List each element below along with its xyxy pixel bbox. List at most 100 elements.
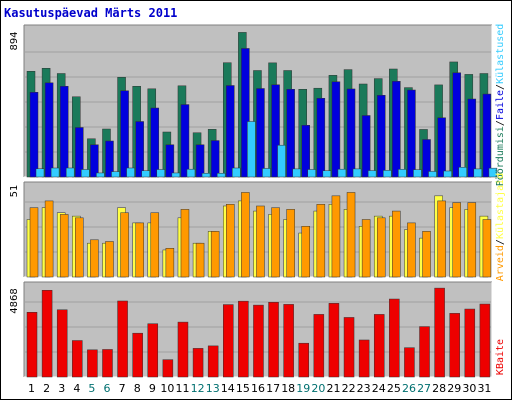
day-label: 10 xyxy=(160,382,174,395)
bar xyxy=(256,88,265,178)
bar xyxy=(120,212,129,278)
bar xyxy=(195,144,205,178)
day-label: 31 xyxy=(477,382,491,395)
day-label: 3 xyxy=(58,382,65,395)
bar xyxy=(286,209,295,278)
day-label: 9 xyxy=(149,382,156,395)
bar xyxy=(223,304,234,378)
bar xyxy=(346,88,356,178)
bar xyxy=(301,125,310,178)
bar xyxy=(271,207,280,278)
day-label: 27 xyxy=(417,382,431,395)
bar xyxy=(464,308,476,378)
bar xyxy=(298,342,309,378)
bar xyxy=(373,314,385,378)
day-label: 23 xyxy=(357,382,371,395)
bar xyxy=(482,93,492,178)
bar xyxy=(449,313,460,378)
bar xyxy=(247,121,256,178)
day-label: 16 xyxy=(251,382,265,395)
day-label: 19 xyxy=(296,382,310,395)
panel-bottom: 4868 KBaite xyxy=(9,281,506,378)
day-label: 21 xyxy=(326,382,340,395)
bar xyxy=(44,200,54,278)
legend-entry: Külastajaid xyxy=(495,173,506,239)
bar xyxy=(437,200,446,278)
legend-entry: / xyxy=(495,239,506,245)
bar xyxy=(277,144,286,178)
bar xyxy=(316,204,326,278)
series-bottom-0 xyxy=(26,287,491,378)
bar xyxy=(75,217,84,278)
bar xyxy=(313,314,325,378)
bar xyxy=(382,170,392,178)
bar xyxy=(482,219,492,278)
bar xyxy=(452,72,461,178)
bar xyxy=(50,167,60,178)
bar xyxy=(467,98,477,178)
bar xyxy=(59,86,69,178)
legend-top: Pöördumisi/Faile/Külastused xyxy=(495,24,506,187)
bar xyxy=(286,89,295,178)
day-label: 14 xyxy=(221,382,235,395)
panel-middle: 51 Arveid/Külastajaid xyxy=(9,173,506,281)
bar xyxy=(105,241,114,278)
bar xyxy=(226,204,235,278)
bar xyxy=(358,339,370,378)
series-middle-1 xyxy=(29,192,492,278)
axis-max-label-top: 894 xyxy=(9,31,20,50)
bar xyxy=(331,195,341,278)
bar xyxy=(232,167,241,178)
day-label: 22 xyxy=(342,382,356,395)
bar xyxy=(177,321,189,378)
bar xyxy=(437,117,446,178)
legend-entry: KBaite xyxy=(495,339,506,375)
bar xyxy=(90,239,99,278)
bar xyxy=(367,170,377,178)
day-label: 5 xyxy=(88,382,95,395)
bar xyxy=(171,172,181,178)
day-label: 13 xyxy=(206,382,220,395)
axis-max-label-middle: 51 xyxy=(9,185,20,198)
bar xyxy=(35,168,45,178)
day-label: 25 xyxy=(387,382,401,395)
legend-entry: / xyxy=(495,84,506,90)
bar xyxy=(422,139,431,178)
bar xyxy=(75,127,84,178)
bar xyxy=(150,212,160,278)
bar xyxy=(407,222,416,278)
legend-entry: Faile xyxy=(495,90,506,120)
bar xyxy=(162,359,174,378)
bar xyxy=(256,205,265,278)
bar xyxy=(268,301,279,378)
day-label: 11 xyxy=(176,382,190,395)
bar xyxy=(117,300,128,378)
bar xyxy=(241,192,250,278)
bar xyxy=(29,92,39,178)
bar xyxy=(44,82,54,178)
day-label: 17 xyxy=(266,382,280,395)
day-label: 1 xyxy=(28,382,35,395)
legend-middle: Arveid/Külastajaid xyxy=(495,173,506,281)
bar xyxy=(238,300,249,378)
bar xyxy=(307,169,316,178)
bar xyxy=(361,115,371,178)
legend-entry: Arveid xyxy=(495,245,506,281)
bar xyxy=(292,168,301,178)
bar xyxy=(186,168,196,178)
bar xyxy=(156,169,166,178)
bar xyxy=(419,326,430,378)
day-label: 12 xyxy=(191,382,205,395)
day-label: 18 xyxy=(281,382,295,395)
bar xyxy=(328,303,340,378)
bar xyxy=(210,231,220,278)
bar xyxy=(346,192,356,278)
series-top-2 xyxy=(35,121,498,178)
bar xyxy=(413,169,422,178)
day-label: 15 xyxy=(236,382,250,395)
series-top-1 xyxy=(29,48,492,178)
panel-top: 894 Pöördumisi/Faile/Külastused xyxy=(9,24,506,187)
legend-entry: Külastused xyxy=(495,24,506,84)
